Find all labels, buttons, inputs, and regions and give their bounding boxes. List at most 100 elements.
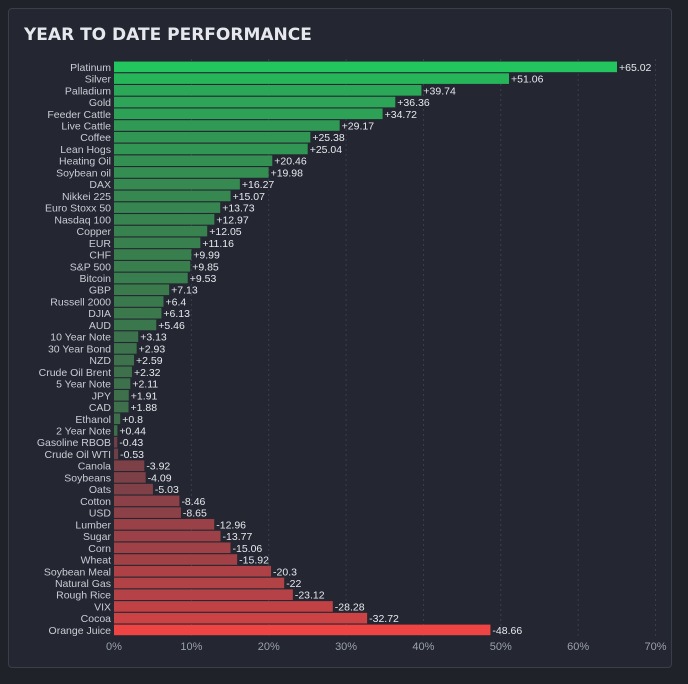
x-tick-label: 10% (180, 641, 202, 653)
bar (114, 120, 340, 131)
chart-title: YEAR TO DATE PERFORMANCE (24, 25, 312, 45)
bar (114, 331, 139, 342)
category-label: Rough Rice (56, 590, 111, 602)
data-label: +2.93 (139, 343, 166, 355)
bar (114, 73, 510, 84)
bar (114, 249, 192, 260)
bar (114, 225, 208, 237)
data-label: -15.06 (233, 543, 263, 555)
category-label: Gold (89, 97, 111, 109)
category-label: Russell 2000 (50, 296, 111, 308)
data-label: +39.74 (423, 85, 456, 97)
category-label: Nikkei 225 (62, 191, 111, 203)
bar (114, 519, 215, 530)
data-label: +7.13 (171, 285, 198, 297)
data-label: +2.59 (136, 355, 163, 367)
bar (114, 354, 135, 366)
data-label: +9.53 (190, 273, 217, 285)
bar (114, 495, 180, 507)
x-tick-label: 70% (645, 641, 667, 653)
data-label: +13.73 (222, 203, 255, 215)
category-label: Wheat (81, 555, 111, 567)
bar (114, 284, 170, 296)
bar (114, 96, 396, 108)
bar (114, 366, 132, 378)
data-label: +34.72 (385, 109, 418, 121)
category-label: Lumber (75, 519, 111, 531)
data-label: +12.05 (209, 226, 242, 238)
category-label: 10 Year Note (50, 332, 111, 344)
data-label: +2.11 (132, 379, 158, 391)
category-label: USD (89, 508, 112, 520)
data-label: +36.36 (397, 97, 430, 109)
bar (114, 436, 118, 448)
bar (114, 624, 491, 636)
category-label: Coffee (80, 132, 111, 144)
data-label: -15.92 (239, 555, 269, 567)
bar (114, 307, 162, 319)
bar (114, 472, 146, 483)
category-label: 30 Year Bond (48, 343, 111, 355)
data-label: +2.32 (134, 367, 161, 379)
x-tick-label: 0% (106, 641, 122, 653)
category-label: Crude Oil WTI (44, 449, 111, 461)
data-label: +25.38 (312, 132, 345, 144)
category-label: 2 Year Note (56, 425, 111, 437)
category-label: GBP (89, 285, 111, 297)
category-label: EUR (89, 238, 112, 250)
bar (114, 589, 293, 601)
bar (114, 202, 221, 213)
data-label: +1.91 (131, 390, 158, 402)
category-label: DAX (89, 179, 111, 191)
bar (114, 108, 383, 120)
bar (114, 401, 129, 413)
category-label: CAD (89, 402, 112, 414)
category-label: Gasoline RBOB (37, 437, 111, 449)
category-label: VIX (94, 601, 111, 613)
bar (114, 554, 238, 565)
data-label: +9.99 (193, 250, 220, 262)
x-tick-label: 60% (567, 641, 589, 653)
bar (114, 131, 311, 143)
bar (114, 378, 131, 389)
bar (114, 460, 145, 471)
data-label: -20.3 (273, 566, 297, 578)
data-label: +3.13 (140, 332, 167, 344)
data-label: +1.88 (131, 402, 158, 414)
data-label: -0.53 (120, 449, 144, 461)
category-label: CHF (89, 250, 111, 262)
data-label: +51.06 (511, 74, 544, 86)
x-tick-label: 40% (412, 641, 434, 653)
bar (114, 483, 153, 495)
bar (114, 155, 273, 167)
data-label: +6.13 (163, 308, 190, 320)
data-label: -3.92 (146, 461, 170, 473)
x-tick-label: 50% (490, 641, 512, 653)
category-label: Cotton (80, 496, 111, 508)
data-label: +25.04 (310, 144, 343, 156)
data-label: +9.85 (192, 261, 219, 273)
data-label: -4.09 (148, 472, 172, 484)
bar (114, 214, 215, 225)
data-label: +5.46 (158, 320, 185, 332)
data-label: +0.44 (119, 425, 146, 437)
data-label: -8.46 (181, 496, 205, 508)
data-label: +0.8 (122, 414, 143, 426)
bar (114, 425, 118, 436)
data-label: +19.98 (271, 167, 304, 179)
data-label: +20.46 (274, 156, 307, 168)
data-label: -28.28 (335, 601, 365, 613)
x-tick-label: 30% (335, 641, 357, 653)
bar (114, 237, 201, 249)
category-label: Heating Oil (59, 156, 111, 168)
category-label: Platinum (70, 62, 111, 74)
data-label: -5.03 (155, 484, 179, 496)
category-label: AUD (89, 320, 112, 332)
bar (114, 577, 285, 589)
data-label: +12.97 (216, 214, 249, 226)
category-label: Nasdaq 100 (54, 214, 111, 226)
category-label: Lean Hogs (60, 144, 111, 156)
category-label: Soybean Meal (44, 566, 111, 578)
x-tick-label: 20% (258, 641, 280, 653)
category-label: Oats (89, 484, 111, 496)
